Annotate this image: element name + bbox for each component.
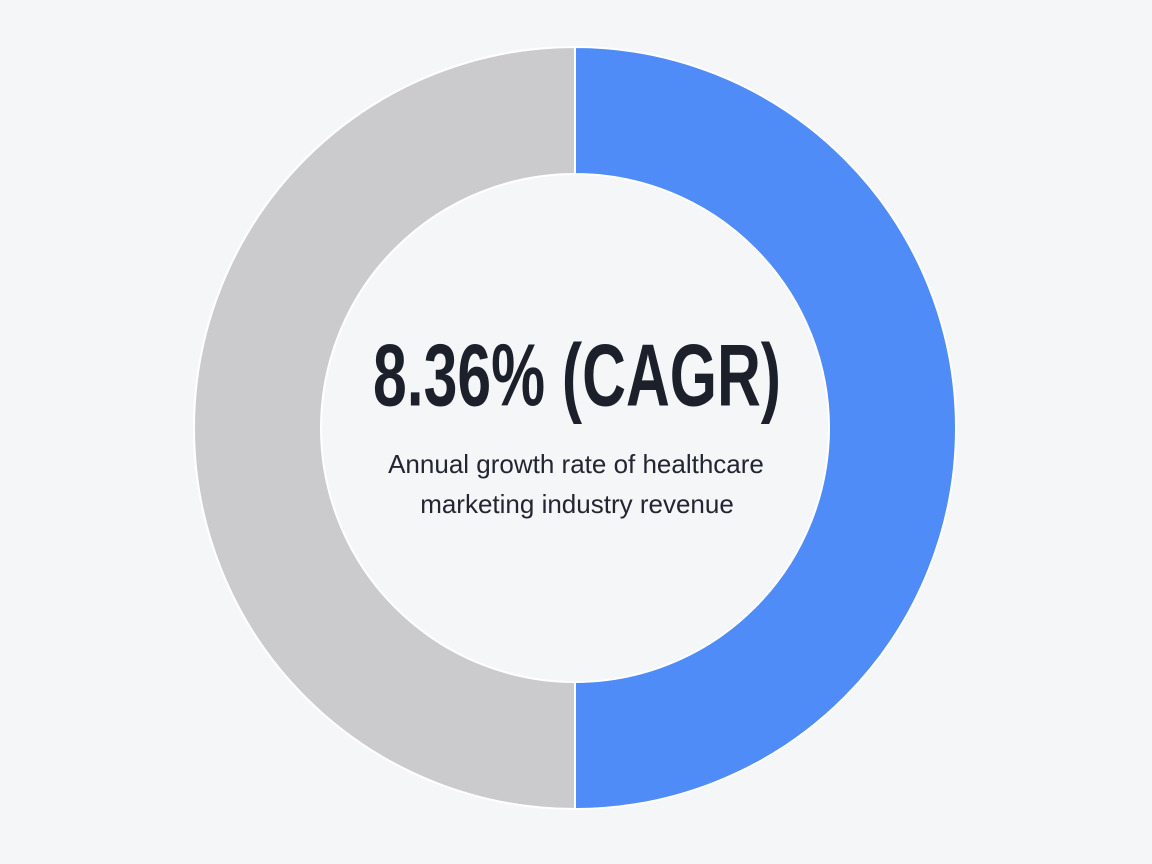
subtitle-line: marketing industry revenue (420, 489, 734, 519)
subtitle-line: Annual growth rate of healthcare (388, 449, 764, 479)
donut-segment (193, 45, 576, 811)
center-label: 8.36% (CAGR) (373, 325, 781, 424)
donut-segment (574, 45, 957, 811)
donut (193, 45, 957, 811)
